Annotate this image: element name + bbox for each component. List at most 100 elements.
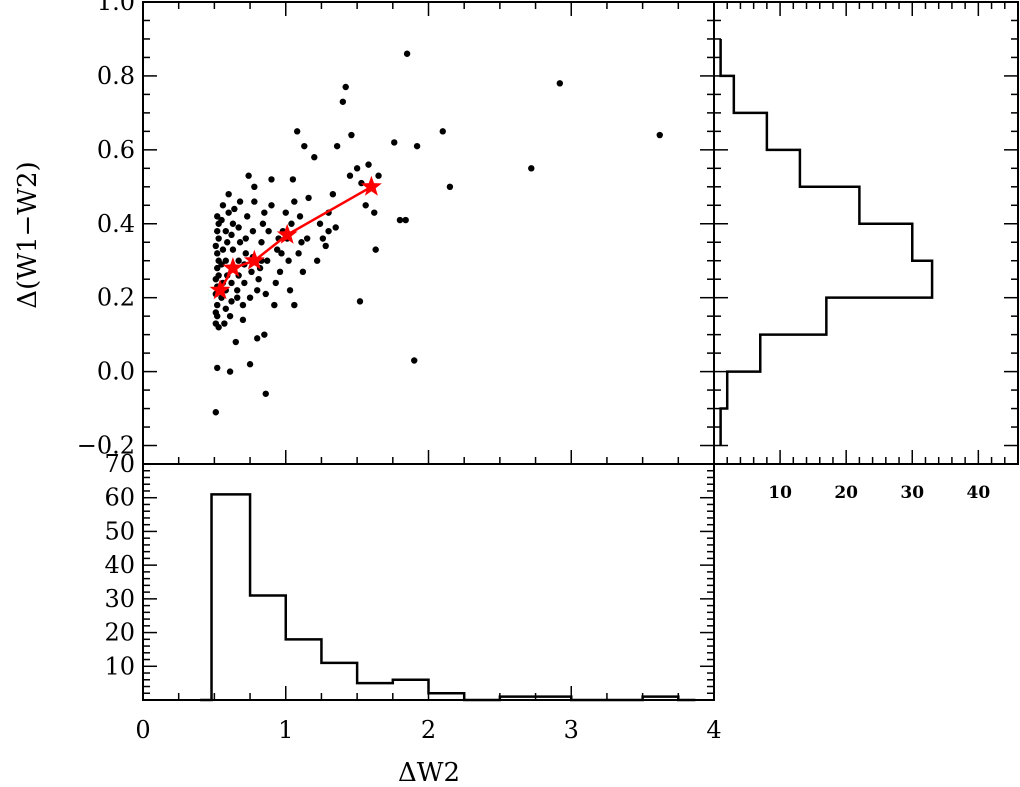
data-point xyxy=(241,279,248,287)
data-point xyxy=(242,250,249,257)
data-point xyxy=(273,246,281,253)
data-point xyxy=(289,176,297,183)
data-point xyxy=(221,320,228,327)
y-tick-label: 0.8 xyxy=(97,62,135,90)
data-point xyxy=(291,198,298,205)
trend-star-marker xyxy=(222,257,244,278)
data-point xyxy=(212,409,220,416)
trend-star-marker xyxy=(276,223,298,244)
data-point xyxy=(228,279,235,287)
y-tick-label: 0.6 xyxy=(97,136,135,164)
data-point xyxy=(246,361,254,368)
trend-star-marker xyxy=(209,279,231,300)
data-point xyxy=(218,216,225,224)
y-tick-label: 0.2 xyxy=(97,284,135,312)
data-point xyxy=(215,235,222,242)
x-tick-label: 1 xyxy=(278,716,293,744)
data-point xyxy=(248,268,255,276)
data-point xyxy=(261,331,268,338)
right-histogram-frame xyxy=(713,1,1019,465)
data-point xyxy=(215,324,222,331)
data-point xyxy=(265,227,272,235)
x-tick-label: 4 xyxy=(706,716,721,744)
data-point xyxy=(214,213,221,220)
data-point xyxy=(322,242,329,250)
data-point xyxy=(229,246,237,253)
data-point xyxy=(391,139,398,146)
y-axis-title: Δ(W1−W2) xyxy=(13,161,43,308)
data-point xyxy=(278,250,285,257)
hist-y-tick-label: 50 xyxy=(104,517,135,545)
data-point xyxy=(214,301,221,309)
data-point xyxy=(234,287,241,294)
data-point xyxy=(235,224,242,231)
trend-star-marker xyxy=(243,249,265,270)
data-point xyxy=(295,250,302,257)
data-point xyxy=(288,220,295,227)
data-point xyxy=(396,216,404,224)
y-tick-label: 1.0 xyxy=(97,0,135,16)
y-tick-label: 0.4 xyxy=(97,210,135,238)
data-point xyxy=(319,235,327,242)
data-point xyxy=(214,227,221,235)
bottom-histogram-panel: 10 20 30 40 50 60 70 0 1 2 3 4 xyxy=(104,450,721,744)
y-tick-label: −0.2 xyxy=(77,432,135,460)
data-point xyxy=(299,268,307,276)
data-point xyxy=(232,338,239,346)
data-point xyxy=(224,239,231,246)
x-tick-label: 2 xyxy=(421,716,436,744)
data-point xyxy=(242,235,249,242)
data-point xyxy=(218,261,225,268)
data-point xyxy=(356,298,364,305)
data-point xyxy=(311,154,318,161)
data-point xyxy=(303,235,311,242)
data-point xyxy=(446,183,454,190)
data-point xyxy=(254,335,261,342)
data-point xyxy=(316,220,324,227)
data-point xyxy=(263,257,271,264)
data-point xyxy=(249,227,257,235)
right-hist-x-tick-label: 40 xyxy=(967,483,991,503)
data-point xyxy=(286,287,294,294)
data-point xyxy=(215,272,222,279)
data-point xyxy=(245,172,252,179)
hist-y-tick-label: 20 xyxy=(104,619,135,647)
data-point xyxy=(259,220,267,227)
scatter-frame xyxy=(142,1,715,465)
histogram-bar xyxy=(719,38,934,446)
data-point xyxy=(222,257,229,264)
data-point xyxy=(251,198,258,205)
data-point xyxy=(413,142,421,150)
data-point xyxy=(255,276,262,283)
data-point xyxy=(282,209,289,216)
data-point xyxy=(556,80,564,87)
data-point xyxy=(332,224,339,231)
data-point xyxy=(365,161,372,168)
data-point xyxy=(222,227,229,235)
data-point xyxy=(353,165,361,172)
data-point xyxy=(276,268,284,276)
data-point xyxy=(411,357,418,364)
hist-y-tick-label: 70 xyxy=(104,450,135,478)
data-point xyxy=(225,209,232,216)
data-point xyxy=(231,205,238,213)
right-hist-x-tick-label: 20 xyxy=(834,483,858,503)
data-point xyxy=(212,242,220,250)
data-point xyxy=(212,309,220,316)
data-point xyxy=(268,202,275,209)
hist-y-tick-label: 60 xyxy=(104,484,135,512)
data-point xyxy=(402,216,409,224)
data-point xyxy=(228,298,235,305)
data-point xyxy=(296,213,304,220)
data-point xyxy=(291,301,298,309)
data-point xyxy=(372,246,379,253)
x-tick-label: 3 xyxy=(564,716,579,744)
data-point xyxy=(254,287,261,294)
data-point xyxy=(239,316,247,324)
data-point xyxy=(339,98,347,105)
data-point xyxy=(325,227,332,235)
data-point xyxy=(293,128,301,135)
x-tick-label: 0 xyxy=(135,716,150,744)
data-point xyxy=(219,246,227,253)
